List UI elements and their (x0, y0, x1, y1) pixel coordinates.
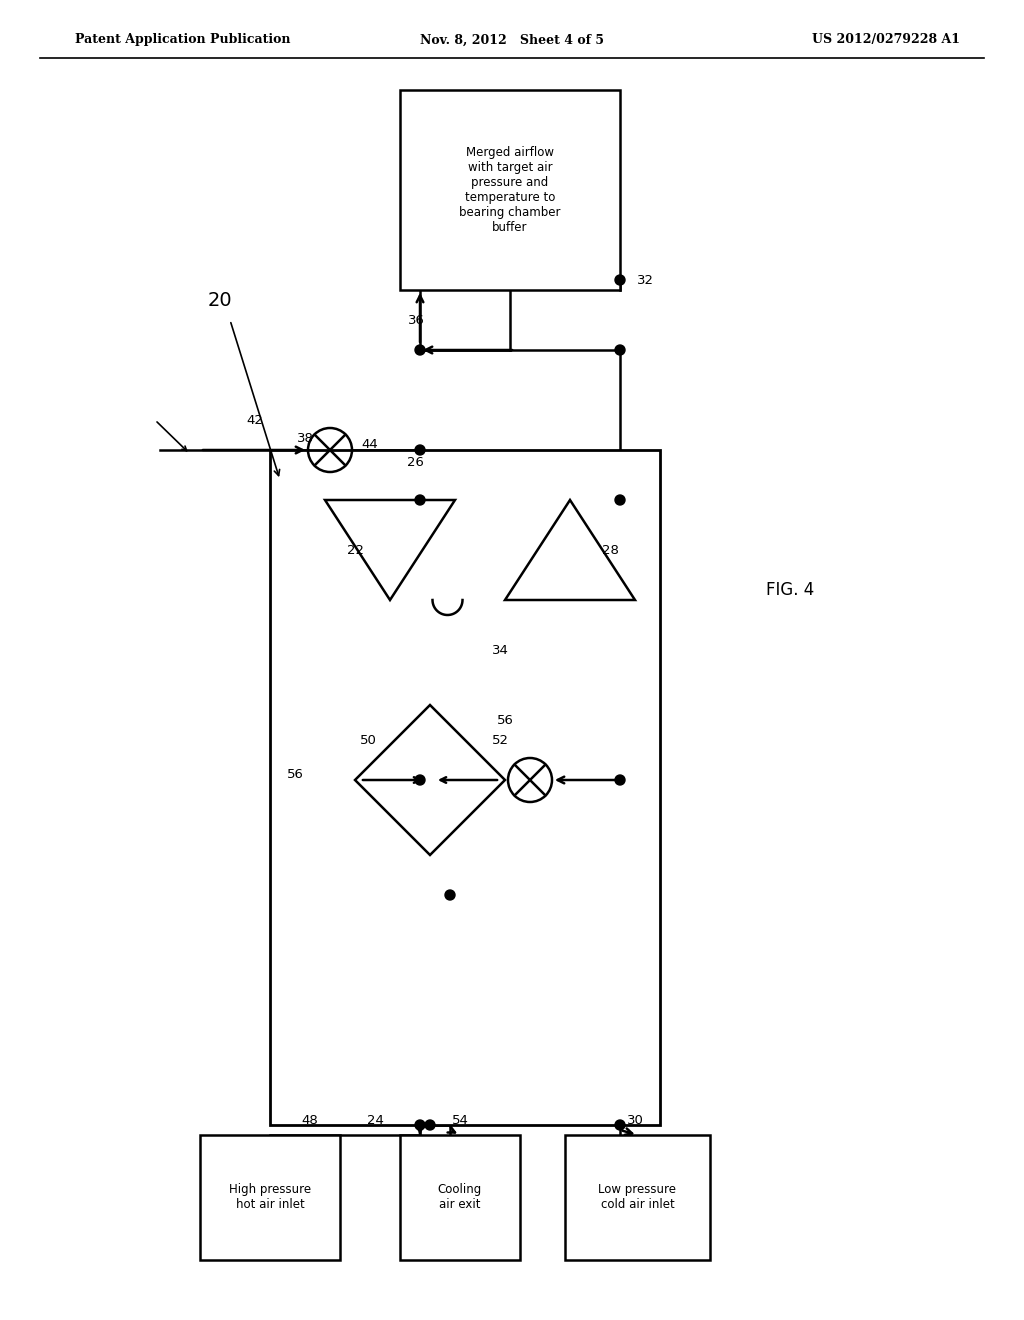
Text: Low pressure
cold air inlet: Low pressure cold air inlet (598, 1184, 677, 1212)
Text: 38: 38 (297, 432, 313, 445)
Text: 56: 56 (497, 714, 513, 726)
Text: 44: 44 (361, 438, 379, 451)
Text: Nov. 8, 2012   Sheet 4 of 5: Nov. 8, 2012 Sheet 4 of 5 (420, 33, 604, 46)
Text: 34: 34 (492, 644, 509, 656)
Text: Merged airflow
with target air
pressure and
temperature to
bearing chamber
buffe: Merged airflow with target air pressure … (459, 147, 561, 234)
Bar (565, 1135, 710, 1261)
Text: 56: 56 (287, 768, 303, 781)
Circle shape (615, 1119, 625, 1130)
Text: 22: 22 (346, 544, 364, 557)
Text: FIG. 4: FIG. 4 (766, 581, 814, 599)
Text: 50: 50 (359, 734, 377, 747)
Bar (270, 450, 660, 1125)
Text: High pressure
hot air inlet: High pressure hot air inlet (229, 1184, 311, 1212)
Text: 42: 42 (247, 413, 263, 426)
Circle shape (445, 890, 455, 900)
Circle shape (615, 345, 625, 355)
Text: Patent Application Publication: Patent Application Publication (75, 33, 291, 46)
Bar (200, 1135, 340, 1261)
Circle shape (415, 495, 425, 506)
Text: Cooling
air exit: Cooling air exit (438, 1184, 482, 1212)
Circle shape (415, 345, 425, 355)
Circle shape (615, 495, 625, 506)
Circle shape (415, 1119, 425, 1130)
Circle shape (415, 445, 425, 455)
Circle shape (425, 1119, 435, 1130)
Text: 36: 36 (408, 314, 424, 326)
Circle shape (615, 775, 625, 785)
Text: 32: 32 (637, 273, 653, 286)
Circle shape (415, 775, 425, 785)
Bar (400, 1135, 520, 1261)
Text: 26: 26 (407, 455, 424, 469)
Text: 24: 24 (367, 1114, 383, 1126)
Text: 20: 20 (208, 290, 232, 309)
Text: 52: 52 (492, 734, 509, 747)
Text: 54: 54 (452, 1114, 468, 1126)
Bar (400, 90, 620, 290)
Text: 48: 48 (302, 1114, 318, 1126)
Circle shape (615, 275, 625, 285)
Text: 30: 30 (627, 1114, 643, 1126)
Text: 28: 28 (601, 544, 618, 557)
Text: US 2012/0279228 A1: US 2012/0279228 A1 (812, 33, 961, 46)
